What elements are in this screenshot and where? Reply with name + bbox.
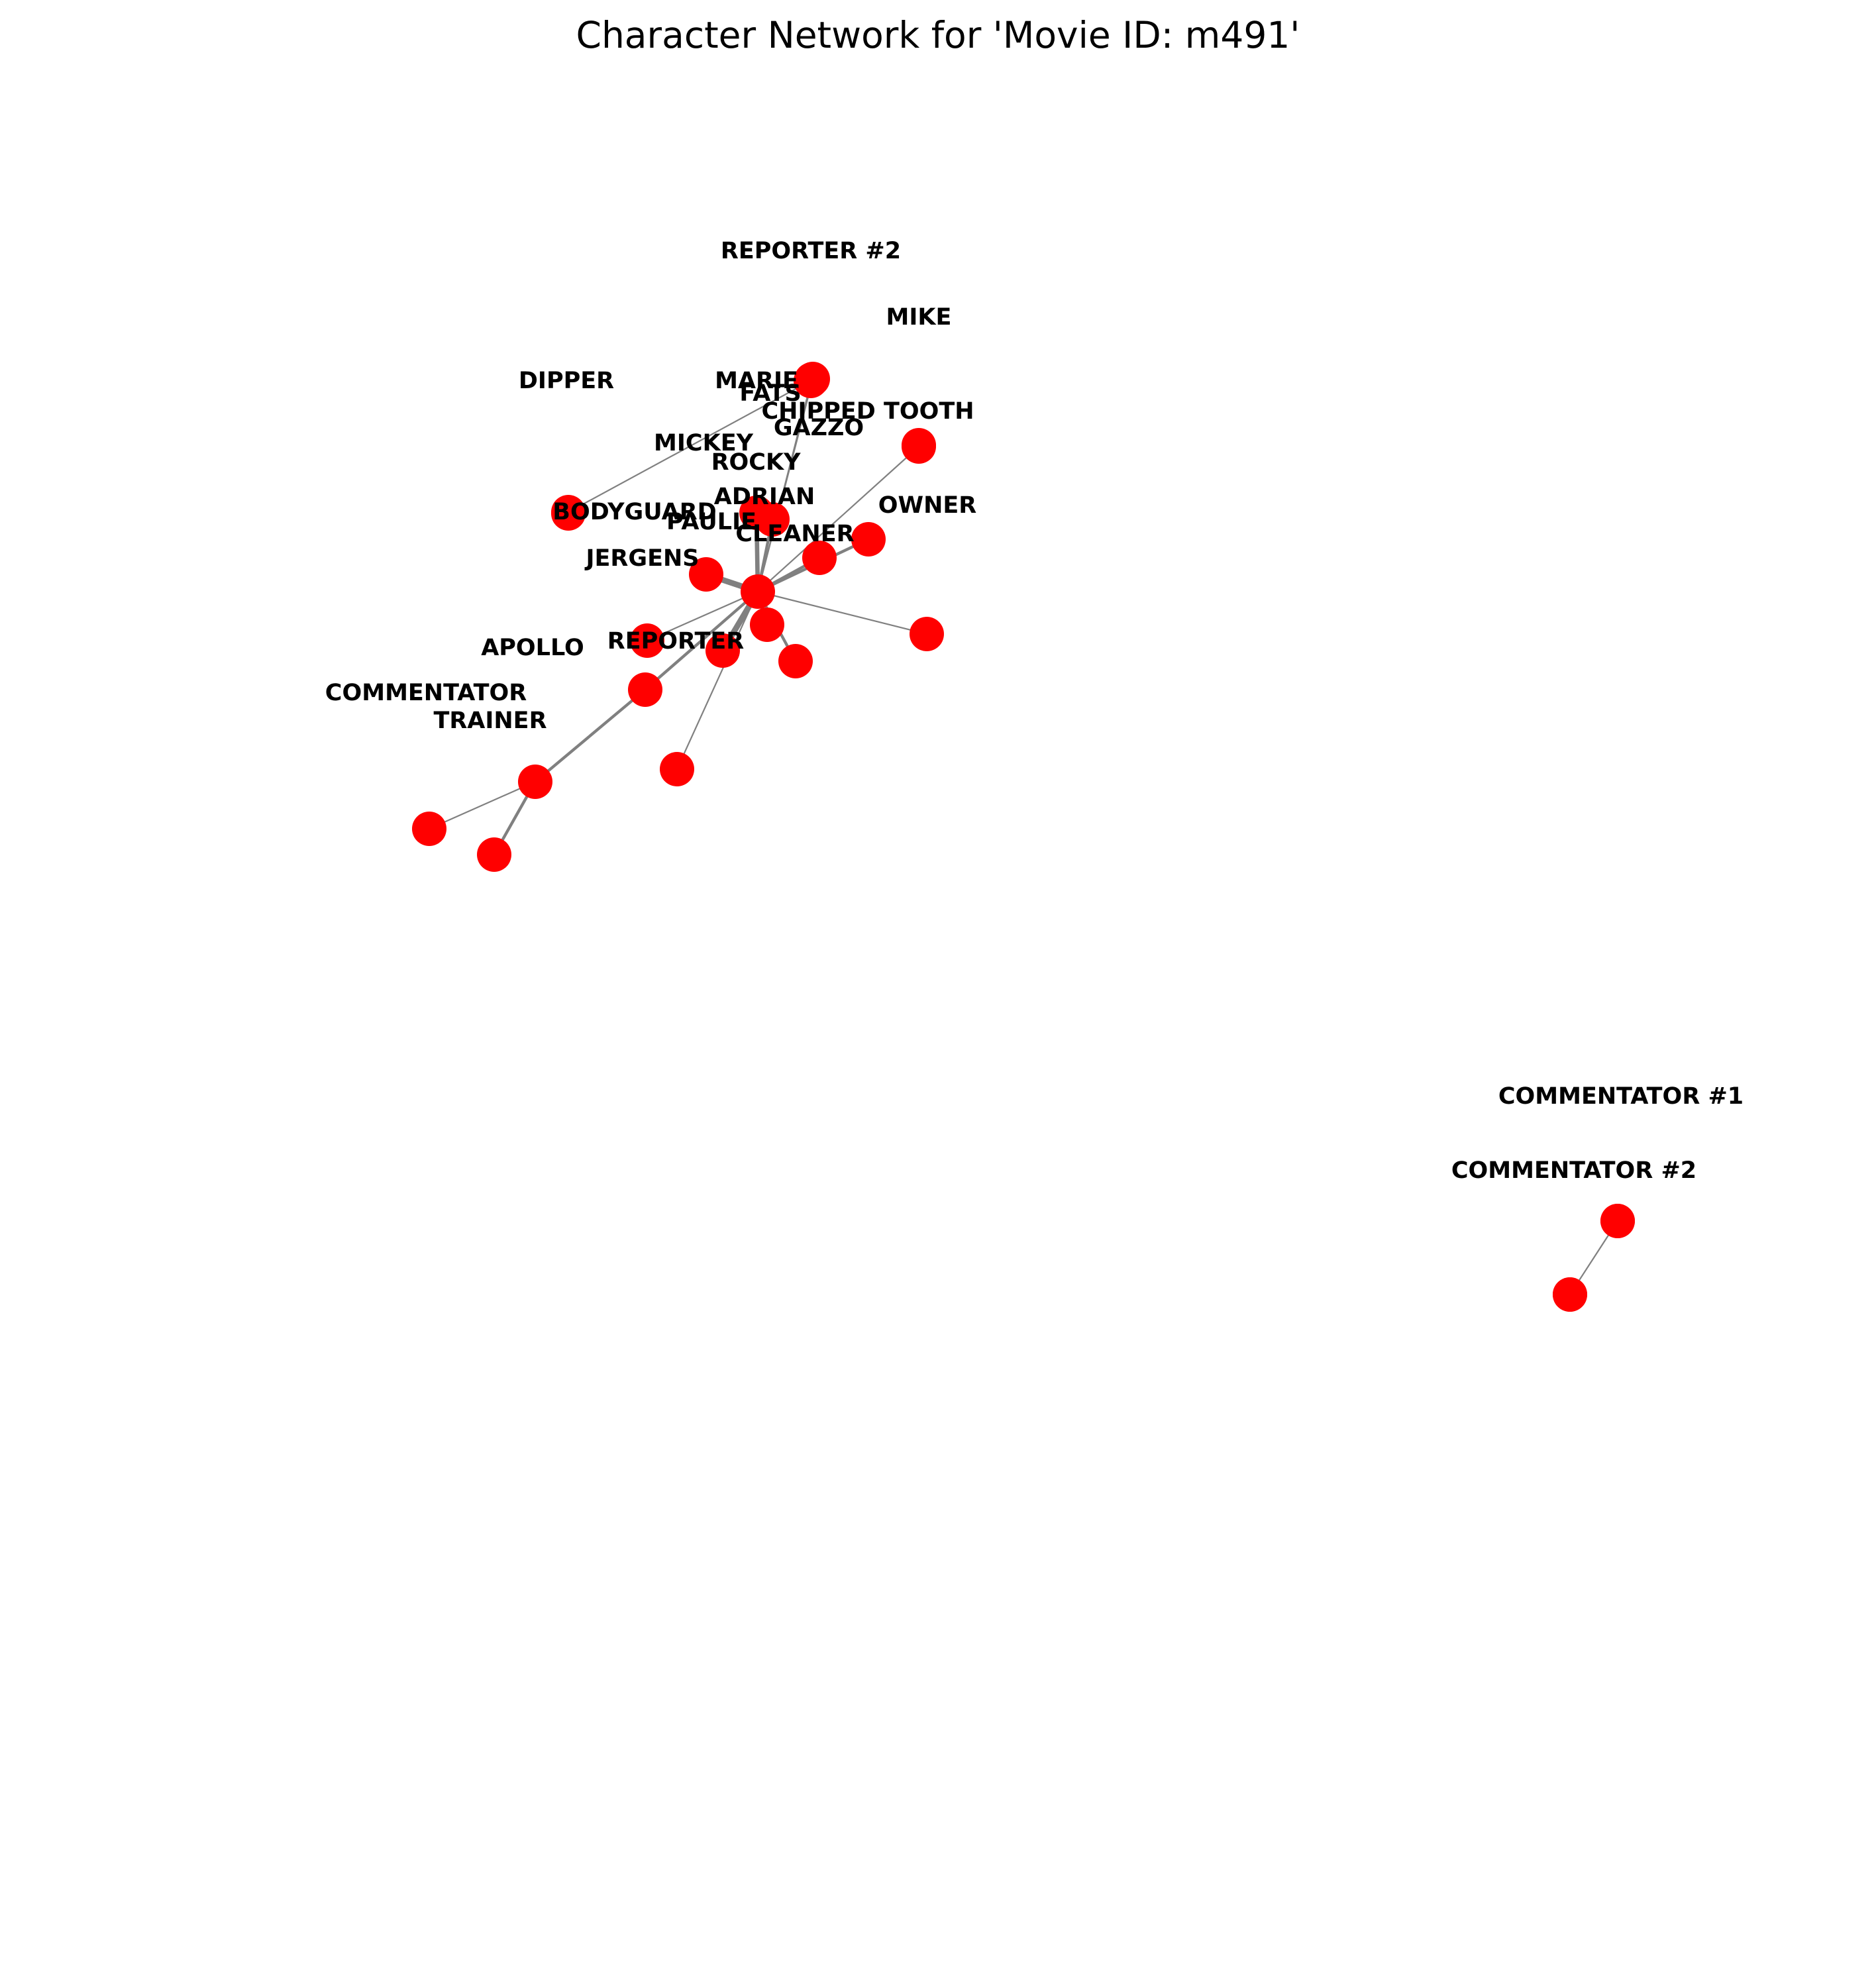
node-layer <box>412 362 1635 1312</box>
node-label-reporter2: REPORTER #2 <box>721 238 901 264</box>
node-label-adrian: ADRIAN <box>714 484 815 510</box>
edge-rocky-n4 <box>676 590 759 770</box>
node-label-fats: FATS <box>739 380 801 407</box>
figure-title: Character Network for 'Movie ID: m491' <box>576 14 1300 56</box>
node-n8[interactable] <box>1553 1277 1587 1312</box>
node-label-paulie: PAULIE <box>666 509 756 535</box>
node-label-dipper: DIPPER <box>519 368 614 394</box>
node-label-gazzo: GAZZO <box>774 415 864 441</box>
node-label-marie: MARIE <box>715 368 798 394</box>
node-label-jergens: JERGENS <box>584 545 699 572</box>
edge-rocky-commentator <box>643 590 760 692</box>
edge-rocky-chipped_tooth <box>756 445 920 593</box>
node-jergens[interactable] <box>689 557 723 592</box>
edge-rocky-mickey <box>756 379 813 593</box>
node-chipped_tooth[interactable] <box>902 429 936 464</box>
node-label-owner: OWNER <box>878 492 977 519</box>
node-label-mickey: MICKEY <box>654 430 754 456</box>
node-n1[interactable] <box>910 617 944 651</box>
node-reporter2[interactable] <box>794 362 829 397</box>
node-label-cleaner: CLEANER <box>735 521 854 547</box>
node-label-bodyguard: BODYGUARD <box>552 499 716 525</box>
node-owner[interactable] <box>851 522 886 556</box>
node-n2[interactable] <box>750 608 784 642</box>
edge-rocky-apollo <box>646 590 759 642</box>
node-paulie[interactable] <box>755 502 790 537</box>
node-bodyguard[interactable] <box>551 496 586 531</box>
edge-trainer-n5 <box>428 780 537 830</box>
node-n4[interactable] <box>660 752 694 786</box>
node-label-commentator1: COMMENTATOR #1 <box>1498 1083 1744 1110</box>
node-n3[interactable] <box>778 644 813 678</box>
node-n7[interactable] <box>1600 1204 1635 1238</box>
node-commentator[interactable] <box>628 672 662 707</box>
node-label-mike: MIKE <box>886 304 952 331</box>
node-label-commentator2: COMMENTATOR #2 <box>1451 1157 1696 1184</box>
node-reporter[interactable] <box>705 633 740 668</box>
node-n5[interactable] <box>412 812 446 846</box>
node-cleaner[interactable] <box>802 541 837 575</box>
node-label-reporter: REPORTER <box>607 628 744 655</box>
node-rocky[interactable] <box>741 574 775 609</box>
edge-commentator-trainer <box>533 688 647 784</box>
node-label-apollo: APOLLO <box>481 635 584 661</box>
node-n6[interactable] <box>477 837 511 872</box>
node-label-chipped_tooth: CHIPPED TOOTH <box>762 398 974 425</box>
node-label-commentator: COMMENTATOR <box>325 680 527 706</box>
node-label-rocky: ROCKY <box>711 449 802 476</box>
node-trainer[interactable] <box>518 765 552 799</box>
edge-mickey-dipper <box>567 379 813 513</box>
node-apollo[interactable] <box>630 623 664 658</box>
node-label-trainer: TRAINER <box>433 708 547 734</box>
edge-rocky-n1 <box>756 590 928 635</box>
